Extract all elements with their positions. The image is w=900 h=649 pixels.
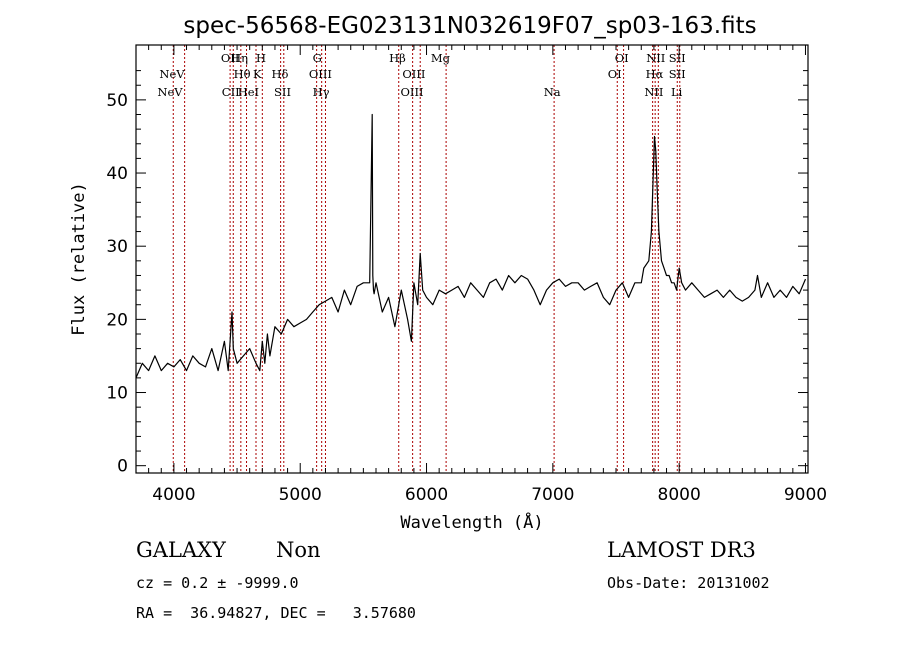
line-marker-label: Hθ	[234, 67, 251, 81]
y-tick-label: 40	[106, 164, 128, 184]
line-marker-labels: NeV NeV OII CII Hη Hθ HeI HK Hδ SII G OIII Hγ Hβ OIII O…	[157, 51, 685, 99]
spectrum-line	[135, 113, 807, 379]
x-axis-ticks: 4000 5000 6000 7000 8000 9000	[148, 45, 827, 505]
x-tick-label: 6000	[405, 485, 448, 505]
line-marker-label: OI	[615, 51, 629, 65]
line-marker-label: OIII	[309, 67, 332, 81]
x-tick-label: 8000	[658, 485, 701, 505]
coordinates: RA = 36.94827, DEC = 3.57680	[136, 604, 416, 622]
line-marker-label: OII	[221, 51, 240, 65]
line-marker-label: Li	[671, 85, 683, 99]
line-marker-label: NII	[646, 51, 665, 65]
line-marker-label: Hβ	[389, 51, 406, 65]
x-axis-label: Wavelength (Å)	[400, 511, 543, 533]
line-marker-label: OI	[608, 67, 622, 81]
object-class: GALAXY	[136, 538, 226, 562]
survey-name: LAMOST DR3	[607, 538, 756, 562]
x-tick-label: 7000	[531, 485, 574, 505]
line-marker-label: OIII	[400, 85, 423, 99]
x-tick-label: 5000	[279, 485, 322, 505]
y-tick-label: 50	[106, 91, 128, 111]
line-marker-label: SII	[669, 67, 686, 81]
line-marker-label: Hγ	[313, 85, 330, 99]
x-tick-label: 9000	[784, 485, 827, 505]
line-marker-label: HeI	[238, 85, 259, 99]
cz-value: cz = 0.2 ± -9999.0	[136, 574, 299, 592]
line-marker-label: Hδ	[272, 67, 289, 81]
line-marker-label: NeV	[157, 85, 183, 99]
line-marker-label: CII	[222, 85, 240, 99]
obs-date: Obs-Date: 20131002	[607, 574, 770, 592]
line-marker-label: OIII	[402, 67, 425, 81]
y-tick-label: 0	[117, 457, 128, 477]
chart-title: spec-56568-EG023131N032619F07_sp03-163.f…	[183, 13, 756, 39]
line-marker-label: NII	[644, 85, 663, 99]
line-marker-label: Na	[544, 85, 561, 99]
line-marker-label: Mg	[431, 51, 451, 65]
line-marker-label: SII	[669, 51, 686, 65]
line-marker-label: Hα	[646, 67, 664, 81]
y-axis-ticks: 0 10 20 30 40 50	[106, 70, 808, 477]
line-marker-label: Hη	[231, 51, 248, 65]
object-subclass: Non	[276, 538, 321, 562]
x-tick-label: 4000	[152, 485, 195, 505]
y-tick-label: 20	[106, 310, 128, 330]
line-marker-label: K	[253, 67, 262, 81]
y-axis-label: Flux (relative)	[69, 182, 89, 336]
line-markers	[172, 45, 681, 473]
line-marker-label: SII	[274, 85, 291, 99]
y-tick-label: 10	[106, 384, 128, 404]
line-marker-label: G	[313, 51, 322, 65]
line-marker-label: H	[256, 51, 266, 65]
line-marker-label: NeV	[159, 67, 185, 81]
plot-frame	[135, 44, 809, 474]
y-tick-label: 30	[106, 237, 128, 257]
